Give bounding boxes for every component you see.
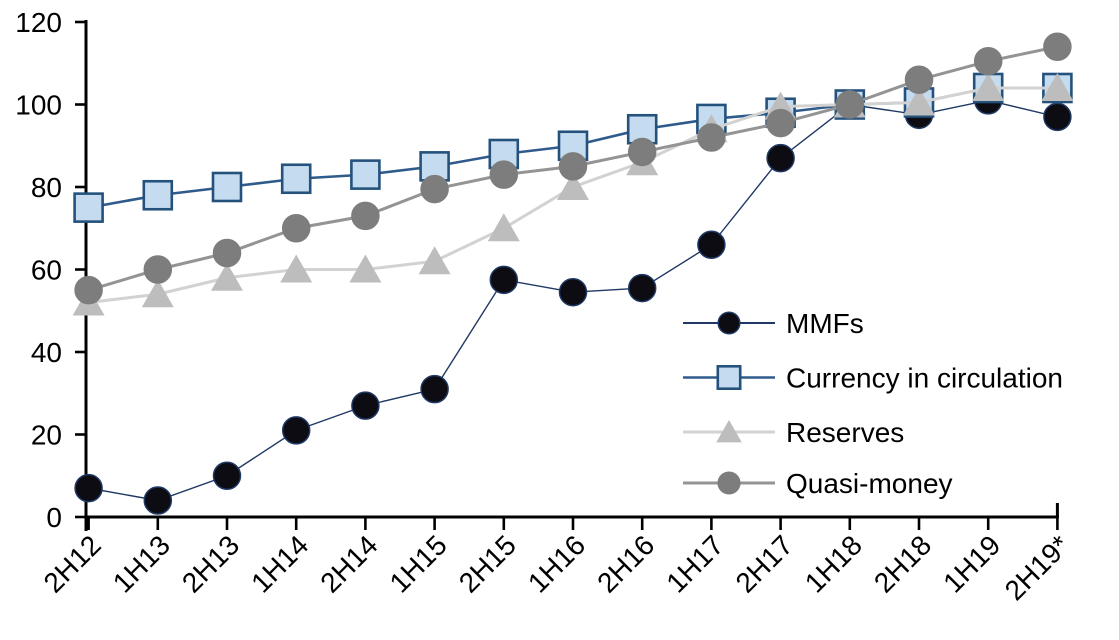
series-mmfs-marker [489, 265, 519, 295]
series-quasi-money-marker [143, 255, 173, 284]
legend-currency-in-circulation-marker [716, 364, 742, 390]
series-reserves-marker [211, 262, 243, 291]
legend-label-reserves: Reserves [786, 417, 904, 448]
x-tick-label: 1H15 [384, 529, 453, 598]
series-currency-in-circulation-marker [211, 171, 243, 203]
series-mmfs-marker [697, 230, 726, 259]
series-reserves-marker [1041, 73, 1074, 101]
legend-label-quasi-money: Quasi-money [786, 468, 953, 499]
series-quasi-money-marker [489, 160, 519, 189]
series-quasi-money-marker [904, 65, 934, 94]
series-reserves-marker [903, 87, 935, 116]
x-tick-label: 1H19 [937, 529, 1006, 598]
series-reserves-marker [141, 279, 174, 308]
series-currency-in-circulation-marker [280, 163, 312, 195]
series-reserves-marker [349, 254, 382, 283]
legend-mmfs-marker [717, 311, 741, 335]
series-quasi-money-marker [281, 214, 311, 243]
series-currency-in-circulation-marker [350, 159, 381, 190]
series-quasi-money-marker [420, 174, 449, 204]
series-mmfs-marker [420, 374, 449, 404]
series-mmfs-marker [558, 277, 588, 307]
x-tick-label: 1H14 [245, 529, 314, 598]
x-tick-label: 2H19* [999, 529, 1076, 606]
series-mmfs-marker [627, 273, 657, 303]
y-tick-label: 0 [46, 502, 62, 533]
y-tick-label: 80 [31, 172, 62, 203]
series-quasi-money-marker [74, 275, 103, 305]
series-mmfs-marker [212, 461, 242, 490]
legend-label-mmfs: MMFs [786, 308, 864, 339]
y-tick-label: 20 [31, 420, 62, 451]
legend-reserves-marker [716, 420, 742, 443]
legend-quasi-money-marker [717, 471, 741, 495]
series-mmfs-marker [351, 391, 380, 420]
legend-label-currency-in-circulation: Currency in circulation [786, 363, 1063, 394]
x-tick-label: 2H13 [176, 529, 245, 598]
series-reserves-marker [418, 246, 451, 275]
series-quasi-money-marker [351, 201, 380, 231]
x-tick-label: 2H18 [868, 529, 937, 598]
series-mmfs-marker [1043, 102, 1072, 132]
series-reserves-marker [972, 73, 1005, 101]
series-quasi-money-marker [697, 123, 726, 152]
x-tick-label: 2H17 [730, 529, 799, 598]
x-tick-label: 1H13 [107, 529, 176, 598]
series-reserves-marker [487, 213, 520, 242]
series-mmfs-marker [143, 486, 173, 515]
series-quasi-money-marker [973, 46, 1003, 76]
x-tick-label: 1H17 [660, 529, 729, 598]
y-tick-label: 120 [15, 7, 62, 38]
series-reserves-marker [557, 172, 589, 200]
series-mmfs-marker [766, 143, 795, 173]
series-mmfs-marker [281, 416, 311, 445]
y-tick-label: 100 [15, 90, 62, 121]
x-tick-label: 2H15 [453, 529, 522, 598]
series-quasi-money-marker [627, 137, 657, 167]
series-currency-in-circulation-marker [73, 192, 104, 223]
x-tick-label: 2H16 [591, 529, 660, 598]
x-tick-label: 1H18 [799, 529, 868, 598]
series-reserves-marker [280, 254, 313, 283]
y-tick-label: 40 [31, 337, 62, 368]
series-currency-in-circulation-marker [142, 179, 174, 211]
series-quasi-money-marker [766, 108, 795, 138]
x-tick-label: 1H16 [522, 529, 591, 598]
series-quasi-money-marker [558, 152, 588, 181]
series-quasi-money-marker [835, 90, 865, 119]
series-mmfs-marker [74, 473, 103, 503]
x-tick-label: 2H14 [314, 529, 383, 598]
series-quasi-money-marker [1043, 32, 1072, 61]
y-tick-label: 60 [31, 255, 62, 286]
series-quasi-money-marker [212, 238, 242, 268]
x-tick-label: 2H12 [38, 529, 107, 598]
